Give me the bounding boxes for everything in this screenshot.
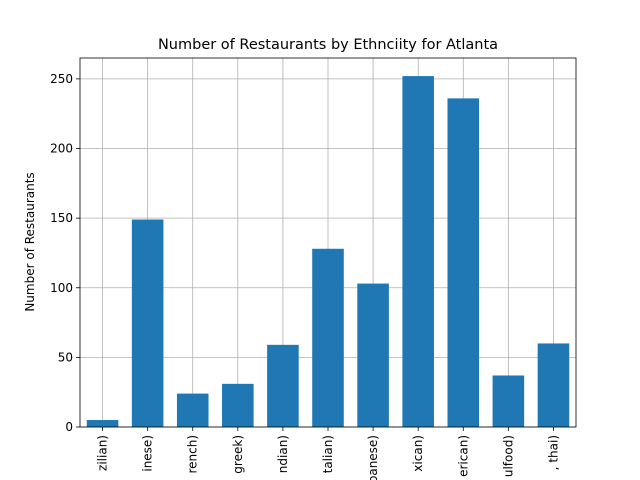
x-tick-label: , thai): [546, 435, 560, 470]
x-axis-ticks: zilian) inese) rench) greek) ndian) talian) pa…: [96, 427, 560, 480]
bar: [357, 283, 389, 427]
bars: [86, 76, 570, 428]
y-axis-ticks: 0 50 100 150 200 250: [50, 72, 80, 434]
chart-title: Number of Restaurants by Ethnciity for A…: [158, 37, 498, 53]
bar: [447, 98, 480, 427]
x-tick-label: rench): [186, 435, 200, 474]
y-axis-label: Number of Restaurants: [23, 172, 37, 311]
bar: [537, 343, 570, 427]
bar: [222, 383, 254, 427]
bar: [267, 344, 299, 427]
plot-frame: [79, 57, 577, 428]
x-tick-label: talian): [321, 435, 335, 473]
x-tick-label: erican): [456, 435, 470, 477]
y-tick-label: 50: [58, 350, 73, 364]
y-tick-label: 150: [50, 211, 73, 225]
y-tick-label: 200: [50, 142, 73, 156]
y-tick-label: 100: [50, 281, 73, 295]
x-tick-label: greek): [231, 435, 245, 474]
x-tick-label: ulfood): [501, 435, 515, 477]
y-tick-label: 0: [65, 420, 73, 434]
bar: [176, 393, 209, 427]
x-tick-label: panese): [366, 435, 380, 480]
bar: [312, 248, 344, 427]
x-tick-label: zilian): [96, 435, 110, 471]
x-tick-label: inese): [141, 435, 155, 472]
bar: [131, 219, 164, 427]
y-tick-label: 250: [50, 72, 73, 86]
bar: [492, 375, 525, 427]
x-tick-label: xican): [411, 435, 425, 472]
x-tick-label: ndian): [276, 435, 290, 473]
bar: [86, 420, 119, 427]
bar: [402, 76, 434, 428]
